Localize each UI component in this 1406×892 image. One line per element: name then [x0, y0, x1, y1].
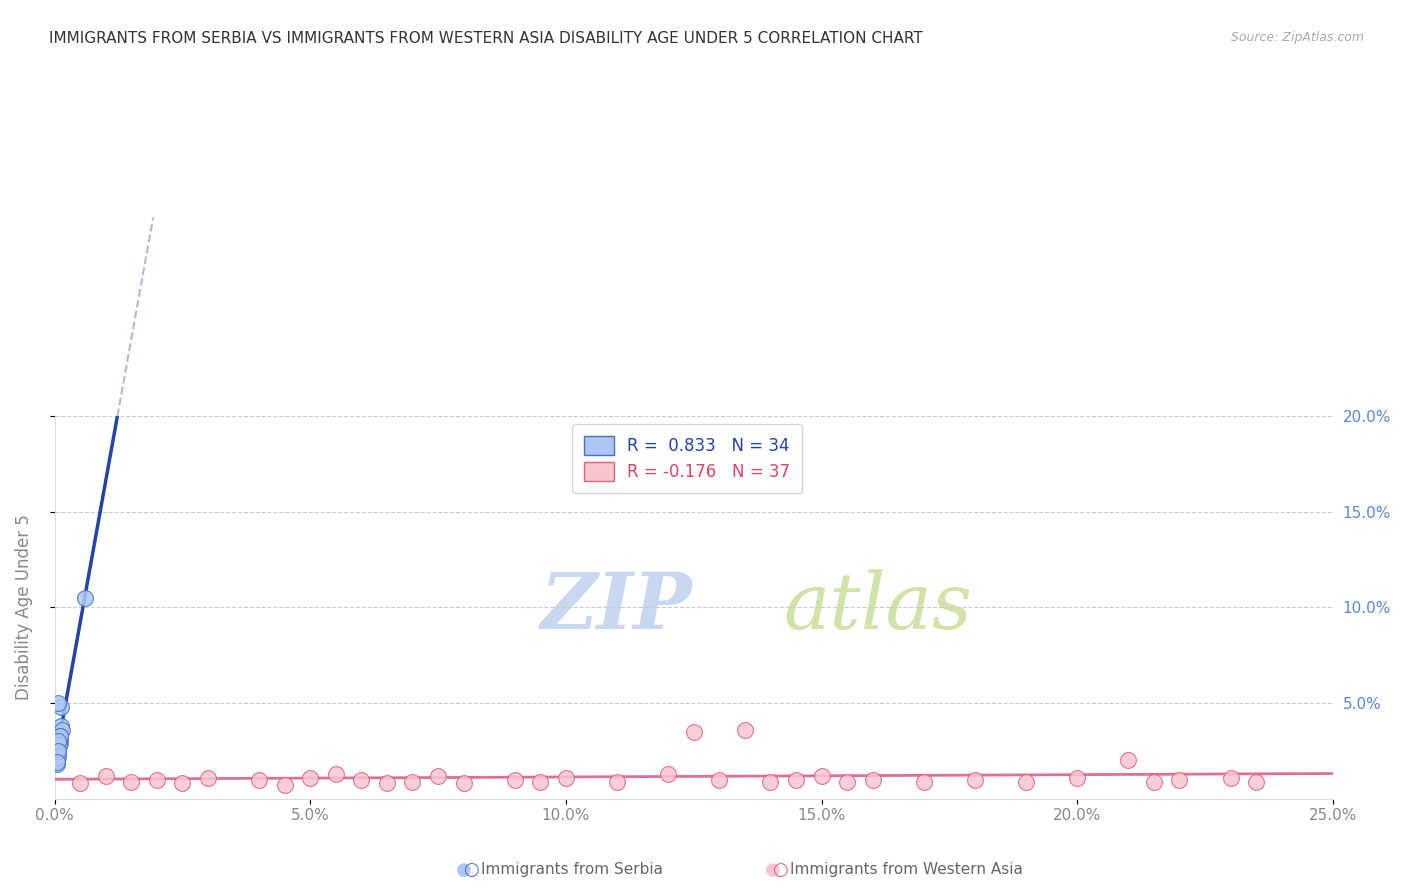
Point	[350, 772, 373, 787]
Point	[46, 742, 69, 756]
Point	[48, 731, 70, 745]
Text: Immigrants from Serbia: Immigrants from Serbia	[481, 863, 662, 877]
Point	[810, 769, 832, 783]
Point	[46, 738, 69, 752]
Point	[657, 767, 679, 781]
Point	[1244, 774, 1267, 789]
Point	[49, 700, 72, 714]
Point	[375, 776, 398, 790]
Point	[51, 723, 73, 737]
Point	[46, 744, 69, 758]
Point	[146, 772, 169, 787]
Point	[1219, 771, 1241, 785]
Point	[46, 746, 69, 760]
Y-axis label: Disability Age Under 5: Disability Age Under 5	[15, 515, 32, 700]
Point	[48, 738, 70, 752]
Point	[734, 723, 756, 737]
Point	[46, 734, 69, 748]
Point	[529, 774, 551, 789]
Text: atlas: atlas	[783, 569, 972, 646]
Point	[46, 740, 69, 755]
Text: Immigrants from Western Asia: Immigrants from Western Asia	[790, 863, 1024, 877]
Point	[554, 771, 576, 785]
Point	[759, 774, 782, 789]
Point	[1015, 774, 1038, 789]
Point	[49, 719, 72, 733]
Point	[48, 736, 70, 750]
Point	[46, 749, 69, 764]
Point	[299, 771, 322, 785]
Text: IMMIGRANTS FROM SERBIA VS IMMIGRANTS FROM WESTERN ASIA DISABILITY AGE UNDER 5 CO: IMMIGRANTS FROM SERBIA VS IMMIGRANTS FRO…	[49, 31, 922, 46]
Point	[247, 772, 270, 787]
Point	[963, 772, 986, 787]
Text: ●: ●	[765, 861, 782, 879]
Point	[1118, 754, 1140, 768]
Point	[1143, 774, 1166, 789]
Text: ○: ○	[463, 861, 479, 879]
Point	[48, 736, 70, 750]
Point	[709, 772, 731, 787]
Text: Source: ZipAtlas.com: Source: ZipAtlas.com	[1230, 31, 1364, 45]
Point	[46, 744, 69, 758]
Point	[172, 776, 194, 790]
Point	[48, 729, 70, 743]
Point	[48, 732, 70, 747]
Point	[46, 696, 69, 710]
Point	[197, 771, 219, 785]
Point	[94, 769, 117, 783]
Point	[837, 774, 859, 789]
Text: ○: ○	[772, 861, 789, 879]
Point	[453, 776, 475, 790]
Point	[912, 774, 935, 789]
Point	[401, 774, 423, 789]
Text: ●: ●	[456, 861, 472, 879]
Point	[48, 729, 70, 743]
Point	[427, 769, 450, 783]
Point	[273, 778, 295, 792]
Point	[46, 744, 69, 758]
Point	[48, 734, 70, 748]
Point	[46, 734, 69, 748]
Point	[785, 772, 807, 787]
Text: ZIP: ZIP	[540, 569, 692, 646]
Point	[606, 774, 628, 789]
Point	[46, 749, 69, 764]
Point	[45, 757, 67, 772]
Point	[682, 724, 704, 739]
Point	[45, 749, 67, 764]
Point	[45, 756, 67, 770]
Point	[48, 724, 70, 739]
Point	[48, 738, 70, 752]
Point	[75, 591, 97, 605]
Point	[46, 740, 69, 755]
Point	[46, 749, 69, 764]
Point	[120, 774, 142, 789]
Legend: R =  0.833   N = 34, R = -0.176   N = 37: R = 0.833 N = 34, R = -0.176 N = 37	[572, 425, 803, 493]
Point	[325, 767, 347, 781]
Point	[48, 734, 70, 748]
Point	[45, 754, 67, 768]
Point	[69, 776, 91, 790]
Point	[49, 729, 72, 743]
Point	[862, 772, 884, 787]
Point	[1168, 772, 1191, 787]
Point	[1066, 771, 1088, 785]
Point	[503, 772, 526, 787]
